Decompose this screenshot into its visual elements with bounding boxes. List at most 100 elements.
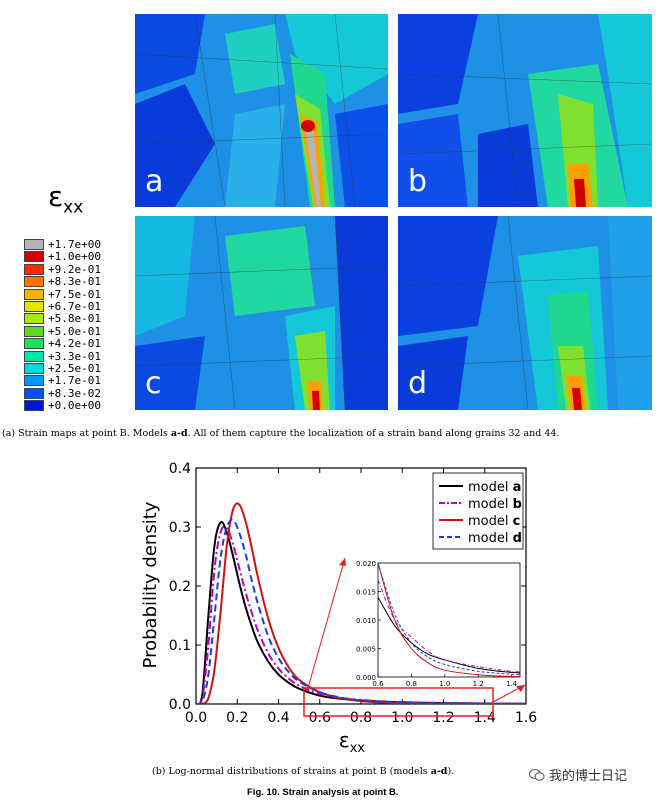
strain-map-b: b — [398, 14, 652, 207]
caption-a-prefix: (a) Strain maps at point B. Models — [2, 428, 171, 439]
x-tick-label: 1.2 — [432, 710, 454, 726]
y-tick-label: 0.3 — [169, 520, 191, 536]
x-tick-label: 1.4 — [474, 710, 496, 726]
legend-label: +0.0e+00 — [48, 399, 101, 413]
map-label-a: a — [145, 164, 164, 199]
inset-series-line-model-c — [378, 563, 520, 677]
legend-row: +1.0e+00 — [24, 250, 101, 263]
legend-swatch — [24, 263, 44, 275]
x-axis-label-sub: xx — [350, 741, 366, 756]
legend-swatch — [24, 301, 44, 312]
map-label-d: d — [408, 366, 428, 401]
strain-map-d: d — [398, 216, 652, 410]
legend-swatch — [24, 239, 44, 250]
legend-row: +8.3e-01 — [24, 275, 101, 288]
inset-series-line-model-d — [378, 563, 520, 676]
legend-label: +7.5e-01 — [48, 287, 101, 301]
caption-b: (b) Log-normal distributions of strains … — [152, 766, 454, 777]
x-tick-label: 1.0 — [391, 710, 413, 726]
x-tick-label: 0.2 — [226, 710, 248, 726]
inset-ticks: 0.000 0.005 0.010 0.015 0.020 0.6 0.8 1.0 1.2 1.4 — [356, 560, 518, 688]
strain-map-a-image — [135, 14, 388, 207]
y-tick-label: 0.0 — [169, 697, 191, 713]
legend-swatch — [24, 387, 44, 399]
legend-label: +9.2e-01 — [48, 262, 101, 276]
legend-label: +1.0e+00 — [48, 250, 101, 264]
inset-x-tick-label: 0.8 — [406, 680, 417, 688]
watermark-text: 我的博士日记 — [549, 769, 628, 784]
legend-row: +6.7e-01 — [24, 300, 101, 313]
inset-y-tick-label: 0.000 — [356, 674, 376, 682]
legend-swatch — [24, 288, 44, 300]
caption-a-bold: a-d — [170, 428, 188, 439]
legend-label: +4.2e-01 — [48, 337, 101, 351]
caption-b-suffix: ). — [447, 766, 455, 777]
legend-label: +2.5e-01 — [48, 362, 101, 375]
legend-swatch — [24, 251, 44, 263]
legend-label: +5.0e-01 — [48, 324, 101, 338]
inset-x-tick-label: 1.4 — [506, 680, 518, 688]
legend-swatch — [24, 338, 44, 350]
inset-y-tick-label: 0.015 — [356, 589, 376, 597]
zoom-arrowhead-right — [516, 685, 525, 692]
legend-row: +7.5e-01 — [24, 288, 101, 301]
inset-x-tick-label: 1.0 — [439, 680, 450, 688]
colorbar-title: εxx — [48, 180, 83, 218]
legend-swatch — [24, 276, 44, 288]
legend-row: +0.0e+00 — [24, 399, 101, 412]
strain-map-d-image — [398, 216, 652, 410]
x-axis-ticks: 0.0 0.2 0.4 0.6 0.8 1.0 1.2 1.4 1.6 — [185, 468, 537, 726]
colorbar-symbol: ε — [48, 180, 64, 213]
x-tick-label: 0.4 — [267, 710, 289, 726]
colorbar-symbol-sub: xx — [63, 197, 84, 218]
inset-series-line-model-a — [378, 596, 520, 674]
inset-x-tick-label: 0.6 — [372, 680, 384, 688]
strain-map-c: c — [135, 216, 388, 410]
caption-b-prefix: (b) Log-normal distributions of strains … — [152, 766, 431, 777]
legend-row: +8.3e-02 — [24, 387, 101, 400]
legend-swatch — [24, 375, 44, 387]
watermark: 我的博士日记 — [529, 765, 627, 784]
series-lines — [196, 502, 526, 704]
map-label-b: b — [408, 164, 428, 199]
legend-entry-model-a: model a — [468, 480, 521, 495]
legend-row: +9.2e-01 — [24, 263, 101, 276]
legend-label: +8.3e-02 — [48, 386, 101, 400]
legend-row: +3.3e-01 — [24, 350, 101, 363]
caption-a-suffix: . All of them capture the localization o… — [187, 428, 560, 439]
inset-frame — [377, 562, 521, 678]
inset-x-tick-label: 1.2 — [473, 680, 484, 688]
figure-caption: Fig. 10. Strain analysis at point B. — [247, 787, 399, 798]
legend-swatch — [24, 400, 44, 412]
x-axis-label: εxx — [339, 728, 366, 756]
strain-map-b-image — [398, 14, 652, 207]
inset-y-tick-label: 0.010 — [356, 617, 376, 625]
legend-entry-model-d: model d — [468, 531, 522, 546]
wechat-icon — [529, 769, 545, 781]
chart-legend-entries: model a model b model c model d — [439, 480, 522, 546]
legend-entry-model-c: model c — [468, 514, 520, 529]
legend-label: +1.7e-01 — [48, 374, 101, 388]
x-tick-label: 0.0 — [185, 710, 207, 726]
pdf-chart: 0.0 0.1 0.2 0.3 0.4 0.0 0.2 0.4 0.6 0.8 1.0 1.2 1.4… — [140, 461, 537, 756]
legend-row: +1.7e-01 — [24, 374, 101, 387]
legend-label: +1.7e+00 — [48, 238, 101, 251]
zoom-arrowhead-left — [339, 558, 346, 566]
legend-swatch — [24, 350, 44, 362]
inset-y-tick-label: 0.020 — [356, 560, 376, 568]
y-tick-label: 0.2 — [169, 579, 191, 595]
legend-label: +6.7e-01 — [48, 300, 101, 313]
legend-row: +4.2e-01 — [24, 337, 101, 350]
y-axis-label: Probability density — [140, 501, 161, 668]
legend-label: +3.3e-01 — [48, 349, 101, 363]
legend-row: +5.0e-01 — [24, 325, 101, 338]
legend-entry-model-b: model b — [468, 497, 522, 512]
inset-series-lines — [378, 563, 520, 677]
legend-row: +5.8e-01 — [24, 312, 101, 325]
y-tick-label: 0.1 — [169, 638, 191, 654]
caption-a: (a) Strain maps at point B. Models a-d. … — [2, 428, 559, 439]
inset-y-tick-label: 0.005 — [356, 646, 376, 654]
strain-map-c-image — [135, 216, 388, 410]
y-tick-label: 0.4 — [169, 461, 191, 477]
legend-label: +8.3e-01 — [48, 275, 101, 289]
